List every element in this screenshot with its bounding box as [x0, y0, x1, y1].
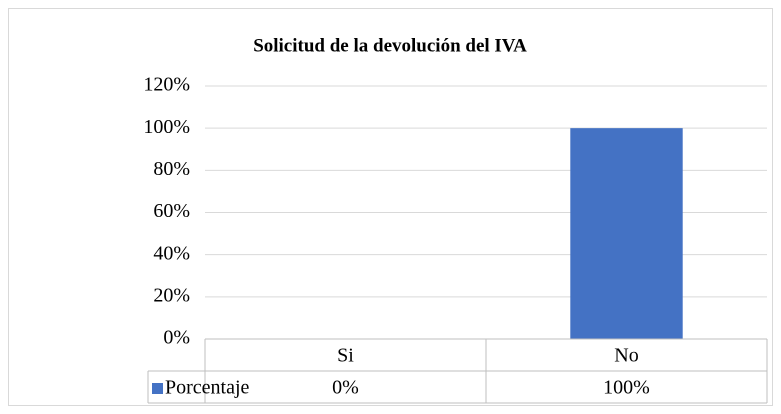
- data-table-value: 0%: [332, 377, 359, 399]
- chart-title: Solicitud de la devolución del IVA: [253, 35, 527, 56]
- x-tick-label: Si: [337, 345, 354, 367]
- data-table-value: 100%: [603, 377, 650, 399]
- x-tick-label: No: [614, 345, 638, 367]
- y-tick-label: 0%: [163, 327, 190, 349]
- y-tick-label: 100%: [143, 116, 190, 138]
- bar: [570, 128, 683, 339]
- y-tick-label: 80%: [153, 158, 190, 180]
- y-tick-label: 120%: [143, 74, 190, 96]
- legend-label: Porcentaje: [165, 377, 250, 399]
- y-tick-label: 20%: [153, 284, 190, 306]
- y-tick-label: 60%: [153, 200, 190, 222]
- legend-swatch: [152, 383, 163, 394]
- y-tick-label: 40%: [153, 242, 190, 264]
